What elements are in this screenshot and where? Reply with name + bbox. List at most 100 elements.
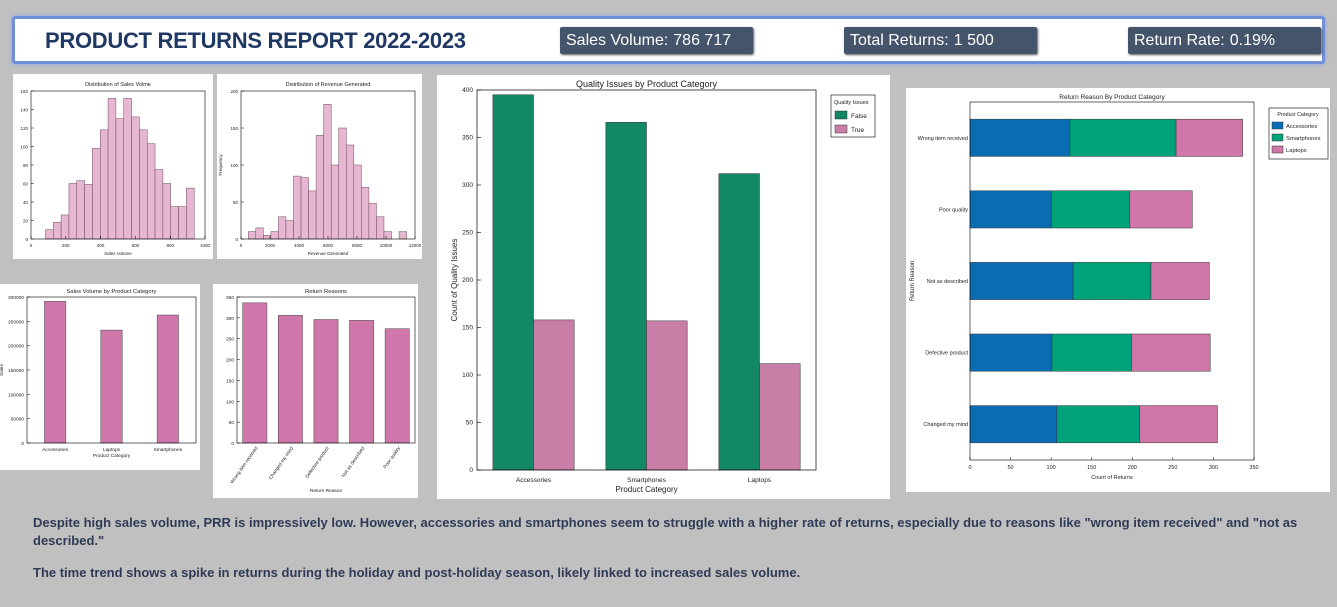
histogram-bar xyxy=(338,127,347,240)
histogram-bar xyxy=(330,164,339,240)
x-axis-label: Product Category xyxy=(615,485,677,494)
plot-frame xyxy=(236,296,416,444)
y-tick-label: 0 xyxy=(469,467,473,474)
y-tick-label: 200000 xyxy=(8,344,24,350)
y-tick-label: 100 xyxy=(462,372,473,379)
x-tick-label: Changed my mind xyxy=(268,445,295,481)
bar xyxy=(100,329,123,444)
y-tick-label: 160 xyxy=(20,89,28,94)
plot-frame xyxy=(26,296,197,444)
y-tick-label: 100 xyxy=(230,163,238,168)
chart-title: Distribution of Revenue Generated xyxy=(286,82,371,88)
histogram-bar xyxy=(154,169,164,240)
plot-frame xyxy=(476,89,817,471)
bar-segment-accessories xyxy=(969,333,1053,372)
y-tick-label: 300000 xyxy=(8,295,24,301)
histogram-bar xyxy=(383,231,392,240)
bar-segment-laptops xyxy=(1175,118,1243,157)
y-tick-label: 250 xyxy=(462,230,473,237)
histogram-bar xyxy=(45,229,54,240)
histogram-bar xyxy=(123,98,132,240)
histogram-bar xyxy=(361,186,370,240)
x-tick-label: Accessories xyxy=(516,477,552,484)
histogram-bar xyxy=(398,231,407,240)
bar-segment-smartphones xyxy=(1069,118,1177,157)
panel-sales-volume-hist: Distribution of Sales Volme 0 20 40 60 80 100 1… xyxy=(8,74,213,259)
x-tick-label: 600 xyxy=(132,243,140,248)
x-tick-label: Smartphones xyxy=(627,477,666,484)
x-tick-label: Not as described xyxy=(341,445,367,478)
commentary: Despite high sales volume, PRR is impres… xyxy=(33,514,1323,596)
commentary-paragraph-1: Despite high sales volume, PRR is impres… xyxy=(33,515,1298,548)
chart-title: Quality Issues by Product Category xyxy=(576,79,718,89)
y-tick-label: 120 xyxy=(20,126,28,131)
x-tick-label: Laptops xyxy=(748,477,772,484)
plot-frame xyxy=(969,101,1255,461)
panel-quality-issues: Quality Issues by Product Category Access… xyxy=(437,75,890,499)
histogram-bar xyxy=(315,135,324,240)
y-tick-label: 150 xyxy=(226,378,234,384)
x-tick-label: 100 xyxy=(1047,465,1056,471)
y-tick-label: 60 xyxy=(23,182,29,187)
histogram-bar xyxy=(293,175,302,240)
y-axis-label: Sales xyxy=(0,363,5,376)
x-axis-label: Sales Volume xyxy=(104,251,132,256)
y-tick-label: Not as described xyxy=(927,279,968,285)
y-tick-label: 0 xyxy=(235,237,238,242)
bar xyxy=(44,301,67,444)
legend-swatch xyxy=(834,124,848,134)
y-tick-label: 400 xyxy=(462,87,473,94)
y-tick-label: 150000 xyxy=(8,368,24,374)
legend-title: Product Category xyxy=(1277,112,1319,118)
bar-segment-laptops xyxy=(1131,333,1211,372)
y-tick-label: Wrong item received xyxy=(918,136,968,142)
histogram-bar xyxy=(368,203,377,240)
bar-segment-smartphones xyxy=(1050,190,1131,229)
x-tick-label: Defective product xyxy=(304,445,331,480)
x-tick-label: 1000 xyxy=(200,243,211,248)
chart-title: Distribution of Sales Volme xyxy=(85,82,151,88)
panel-return-reason-by-category: Return Reason By Product Category Wrong i… xyxy=(906,88,1330,492)
y-axis-label: Return Reason xyxy=(910,261,916,301)
bar-true xyxy=(533,319,575,471)
y-tick-label: 250 xyxy=(226,337,234,343)
x-tick-label: 300 xyxy=(1209,465,1218,471)
x-tick-label: 10000 xyxy=(380,243,393,248)
x-tick-label: 4000 xyxy=(294,243,305,248)
x-tick-label: 12000 xyxy=(409,243,422,248)
chart-title: Return Reason By Product Category xyxy=(1059,94,1165,101)
histogram-bar xyxy=(263,235,272,240)
y-tick-label: 200 xyxy=(230,89,238,94)
histogram-bar xyxy=(60,214,70,240)
histogram-bar xyxy=(278,216,287,240)
bar-false xyxy=(718,173,760,471)
commentary-paragraph-2: The time trend shows a spike in returns … xyxy=(33,565,801,580)
legend-swatch xyxy=(1271,133,1284,142)
chart-return-reason-by-category: Return Reason By Product Category Wrong i… xyxy=(910,94,1329,481)
header-banner xyxy=(12,16,1325,64)
histogram-bar xyxy=(353,164,362,240)
x-tick-label: 50 xyxy=(1008,465,1014,471)
x-axis-label: Product Category xyxy=(93,453,131,459)
bar xyxy=(384,328,410,444)
legend-swatch xyxy=(834,110,848,120)
y-axis-label: Frequency xyxy=(218,154,223,176)
x-tick-label: Wrong item received xyxy=(229,445,259,485)
y-axis-label: Count of Quality Issues xyxy=(450,239,459,322)
legend-title: Quality Issues xyxy=(834,100,869,106)
bar-segment-accessories xyxy=(969,118,1071,157)
chart-return-reasons: Return Reasons Wrong item received Changed… xyxy=(209,289,416,494)
bar xyxy=(156,314,179,444)
y-tick-label: 200 xyxy=(462,277,473,284)
y-tick-label: 350 xyxy=(462,135,473,142)
bar-segment-laptops xyxy=(1129,190,1193,229)
kpi-value: 0.19% xyxy=(1229,32,1276,49)
chart-quality-issues: Quality Issues by Product Category Access… xyxy=(450,79,876,494)
plot-frame xyxy=(240,90,416,240)
bar xyxy=(313,319,339,444)
histogram-bar xyxy=(100,129,109,240)
x-tick-label: 0 xyxy=(30,243,33,248)
x-tick-label: 200 xyxy=(1128,465,1137,471)
bar-segment-smartphones xyxy=(1072,262,1152,300)
plot-frame xyxy=(30,90,206,240)
